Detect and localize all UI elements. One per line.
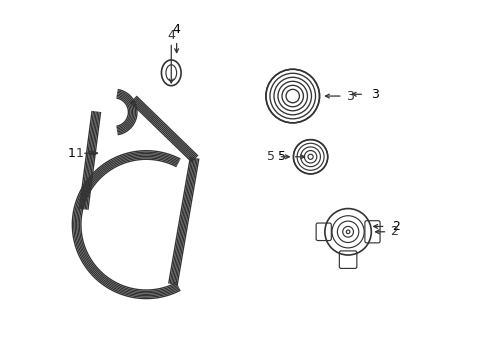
Text: 4: 4	[172, 23, 180, 36]
Text: 3: 3	[370, 88, 378, 101]
Text: 5: 5	[267, 150, 275, 163]
Text: 2: 2	[391, 220, 400, 233]
Text: 1: 1	[67, 147, 75, 160]
Text: 5: 5	[278, 150, 285, 163]
Text: 4: 4	[167, 29, 175, 42]
Text: 3: 3	[345, 90, 353, 103]
Text: 1: 1	[75, 147, 83, 160]
Text: 2: 2	[390, 225, 398, 238]
